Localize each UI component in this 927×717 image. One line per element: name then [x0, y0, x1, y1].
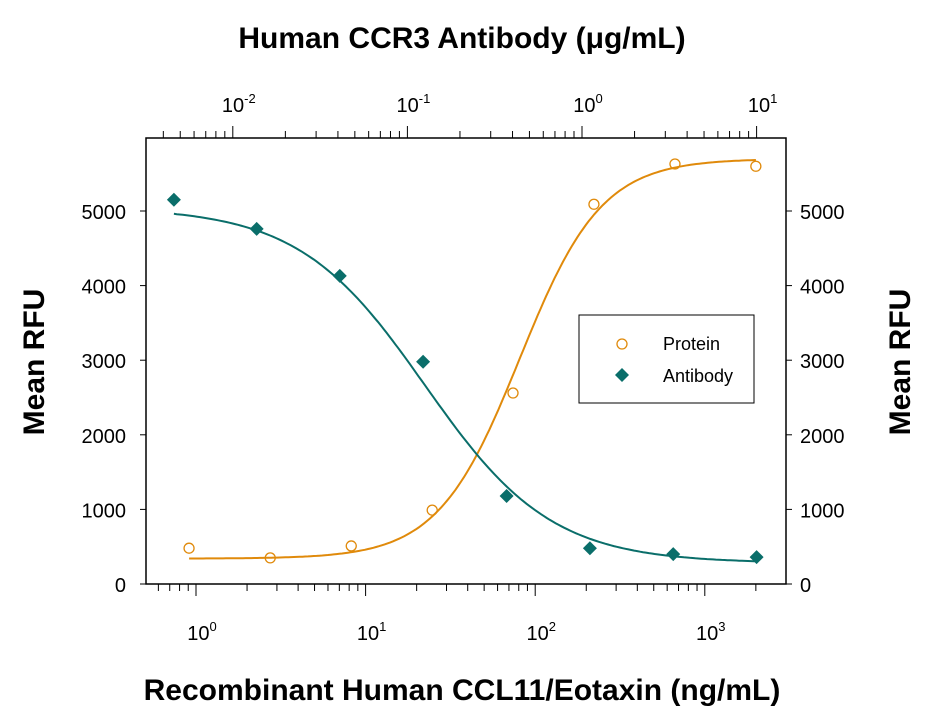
x-tick-label: 100: [187, 619, 216, 645]
y-right-tick-label: 0: [800, 575, 811, 597]
chart-title: Human CCR3 Antibody (μg/mL): [238, 22, 685, 55]
y-tick-label: 1000: [82, 500, 127, 522]
y-right-tick-label: 4000: [800, 277, 845, 299]
y-tick-label: 4000: [82, 277, 127, 299]
y-tick-label: 2000: [82, 426, 127, 448]
antibody-point: [749, 550, 764, 565]
protein-fit-curve: [189, 159, 756, 560]
antibody-point: [166, 192, 181, 207]
x-top-tick-label: 10-1: [396, 91, 430, 117]
antibody-point: [666, 547, 681, 562]
legend-antibody-marker: [615, 368, 629, 382]
y-tick-label: 5000: [82, 202, 127, 224]
protein-point: [669, 158, 681, 170]
x-axis-label: Recombinant Human CCL11/Eotaxin (ng/mL): [144, 674, 781, 707]
antibody-point: [582, 541, 597, 556]
antibody-point: [332, 268, 347, 283]
protein-point: [264, 552, 276, 564]
antibody-point: [249, 221, 264, 236]
y-axis-label: Mean RFU: [18, 289, 51, 436]
x-top-tick-label: 100: [573, 91, 602, 117]
x-tick-label: 103: [696, 619, 725, 645]
y-right-tick-label: 5000: [800, 202, 845, 224]
antibody-point: [416, 354, 431, 369]
protein-point: [588, 198, 600, 210]
legend-protein-label: Protein: [663, 334, 720, 354]
legend: Protein Antibody: [578, 314, 755, 404]
y-right-tick-label: 2000: [800, 426, 845, 448]
x-top-tick-label: 10-2: [222, 91, 256, 117]
protein-point: [426, 504, 438, 516]
legend-antibody-label: Antibody: [663, 366, 733, 386]
y-tick-label: 0: [115, 575, 126, 597]
legend-box: [578, 314, 755, 404]
y-tick-label: 3000: [82, 351, 127, 373]
antibody-point: [499, 488, 514, 503]
legend-protein-marker: [616, 338, 628, 350]
x-top-tick-label: 101: [748, 91, 777, 117]
x-tick-label: 102: [526, 619, 555, 645]
protein-point: [183, 542, 195, 554]
protein-point: [750, 160, 762, 172]
y-right-tick-label: 3000: [800, 351, 845, 373]
protein-point: [507, 387, 519, 399]
antibody-fit-curve: [173, 212, 757, 563]
x-tick-label: 101: [357, 619, 386, 645]
y-axis-label-right: Mean RFU: [884, 289, 917, 436]
y-right-tick-label: 1000: [800, 500, 845, 522]
protein-point: [345, 540, 357, 552]
plot-frame: [145, 137, 787, 585]
